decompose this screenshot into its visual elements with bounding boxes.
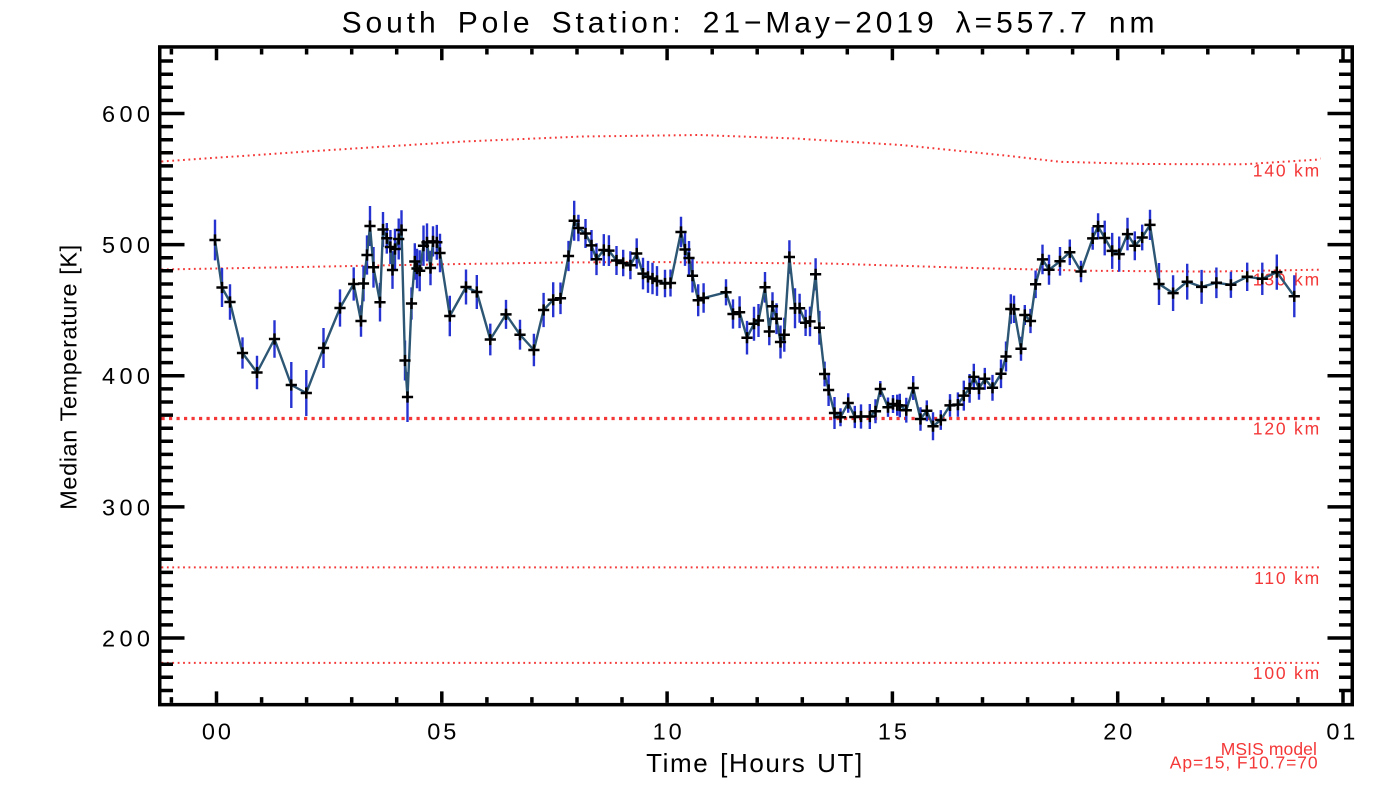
svg-text:15: 15 bbox=[878, 719, 910, 745]
svg-text:20: 20 bbox=[1103, 719, 1135, 745]
svg-text:MSIS model: MSIS model bbox=[1221, 739, 1317, 759]
svg-text:140 km: 140 km bbox=[1253, 161, 1321, 181]
svg-text:00: 00 bbox=[202, 719, 234, 745]
svg-text:South Pole Station: 21−May−201: South Pole Station: 21−May−2019 λ=557.7 … bbox=[342, 7, 1159, 40]
svg-text:100 km: 100 km bbox=[1253, 663, 1321, 683]
svg-text:01: 01 bbox=[1326, 719, 1358, 745]
svg-text:Median Temperature [K]: Median Temperature [K] bbox=[56, 244, 82, 510]
svg-text:05: 05 bbox=[427, 719, 459, 745]
svg-text:600: 600 bbox=[102, 101, 154, 127]
svg-text:10: 10 bbox=[653, 719, 685, 745]
svg-text:120 km: 120 km bbox=[1253, 419, 1321, 439]
svg-text:110 km: 110 km bbox=[1254, 568, 1321, 588]
svg-text:400: 400 bbox=[102, 363, 154, 389]
svg-text:Time [Hours UT]: Time [Hours UT] bbox=[646, 748, 864, 778]
svg-text:500: 500 bbox=[102, 232, 154, 258]
svg-text:200: 200 bbox=[102, 626, 154, 652]
svg-text:300: 300 bbox=[102, 494, 154, 520]
svg-text:Ap=15, F10.7=70: Ap=15, F10.7=70 bbox=[1170, 753, 1319, 773]
